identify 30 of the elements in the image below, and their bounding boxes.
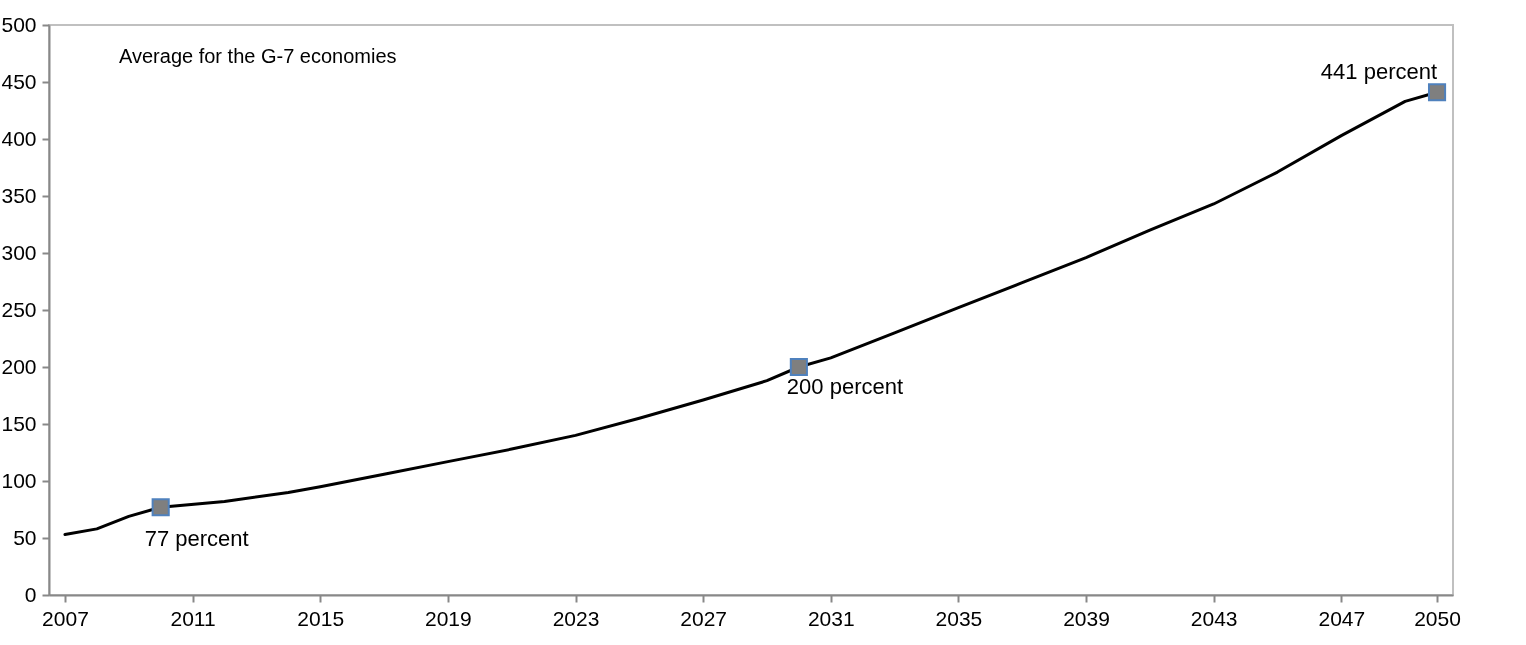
annotation: 200 percent [786, 374, 904, 399]
y-tick-label: 400 [1, 126, 37, 150]
x-tick-label: 2050 [1414, 606, 1461, 630]
point [151, 498, 170, 517]
y-tick-label: 250 [1, 297, 37, 321]
x-tick-label: 2027 [680, 606, 727, 630]
x-tick-label: 2019 [425, 606, 472, 630]
y-tick-label: 200 [1, 354, 37, 378]
point [1427, 83, 1447, 102]
x-tick-label: 2035 [935, 606, 983, 630]
y-tick-label: 50 [13, 525, 37, 549]
y-tick-label: 150 [1, 411, 37, 435]
x-tick-label: 2039 [1063, 606, 1110, 630]
point [789, 357, 808, 377]
x-tick-label: 2011 [170, 606, 216, 630]
y-tick-label: 300 [1, 240, 37, 264]
y-tick-label: 0 [24, 582, 37, 606]
y-tick-label: 100 [1, 468, 37, 492]
x-tick-label: 2015 [297, 606, 345, 630]
x-tick-label: 2031 [807, 606, 855, 630]
annotation: 77 percent [144, 526, 249, 552]
y-tick-label: 450 [1, 69, 37, 93]
y-tick-label: 350 [1, 183, 37, 207]
x-tick-label: 2023 [552, 606, 600, 630]
annotation: Average for the G-7 economies [119, 45, 397, 67]
x-tick-label: 2007 [42, 606, 89, 630]
x-tick-label: 2043 [1190, 606, 1238, 630]
annotation: 441 percent [1320, 59, 1438, 85]
y-tick-label: 500 [1, 12, 37, 36]
x-tick-label: 2047 [1318, 606, 1366, 630]
